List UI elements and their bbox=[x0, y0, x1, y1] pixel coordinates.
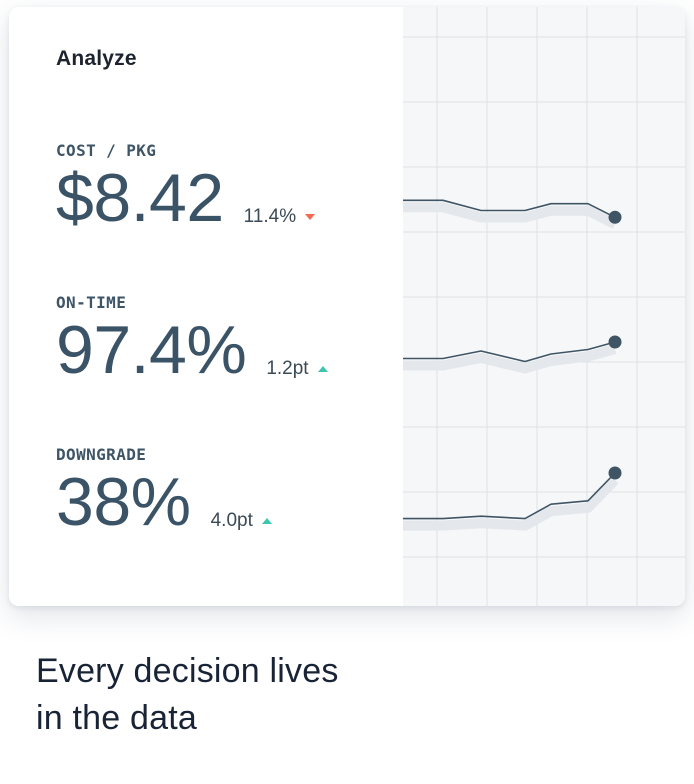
delta-text: 1.2pt bbox=[266, 358, 309, 379]
delta-text: 4.0pt bbox=[210, 510, 253, 531]
metric-value: 97.4% bbox=[56, 312, 247, 388]
analyze-card: Analyze COST / PKG $8.42 11.4% ON-TIME 9… bbox=[9, 7, 685, 606]
metric-delta: 11.4% bbox=[243, 206, 316, 228]
triangle-up-icon bbox=[317, 366, 328, 372]
sparkline-line bbox=[403, 199, 616, 219]
tagline-line-1: Every decision lives bbox=[36, 652, 339, 690]
metric-value: $8.42 bbox=[56, 160, 224, 236]
sparkline-endpoint bbox=[608, 210, 622, 224]
sparkline-endpoint bbox=[608, 466, 622, 480]
sparkline-shadow bbox=[403, 202, 618, 229]
metric-downgrade: DOWNGRADE 38% 4.0pt bbox=[56, 445, 272, 536]
metric-cost-per-package: COST / PKG $8.42 11.4% bbox=[56, 141, 316, 236]
delta-text: 11.4% bbox=[243, 206, 297, 227]
triangle-up-icon bbox=[261, 518, 272, 524]
metric-label: COST / PKG bbox=[56, 141, 157, 160]
metric-value: 38% bbox=[56, 464, 191, 540]
metric-delta: 4.0pt bbox=[211, 510, 272, 532]
tagline: Every decision lives in the data bbox=[36, 648, 339, 742]
sparkline-line bbox=[403, 472, 616, 520]
metric-delta: 1.2pt bbox=[266, 358, 328, 380]
metric-on-time: ON-TIME 97.4% 1.2pt bbox=[56, 293, 328, 384]
tagline-line-2: in the data bbox=[36, 699, 197, 737]
sparkline-endpoint bbox=[608, 335, 622, 349]
metric-label: DOWNGRADE bbox=[56, 445, 147, 464]
sparkline-shadow bbox=[403, 344, 617, 374]
metric-label: ON-TIME bbox=[56, 293, 127, 312]
triangle-down-icon bbox=[305, 214, 316, 220]
sparkline-shadow bbox=[403, 476, 619, 531]
metrics-panel: Analyze COST / PKG $8.42 11.4% ON-TIME 9… bbox=[9, 7, 403, 606]
sparkline-line bbox=[403, 341, 616, 363]
card-title: Analyze bbox=[56, 47, 137, 70]
sparkline-grid bbox=[403, 7, 685, 606]
sparkline-grid-panel bbox=[403, 7, 685, 606]
